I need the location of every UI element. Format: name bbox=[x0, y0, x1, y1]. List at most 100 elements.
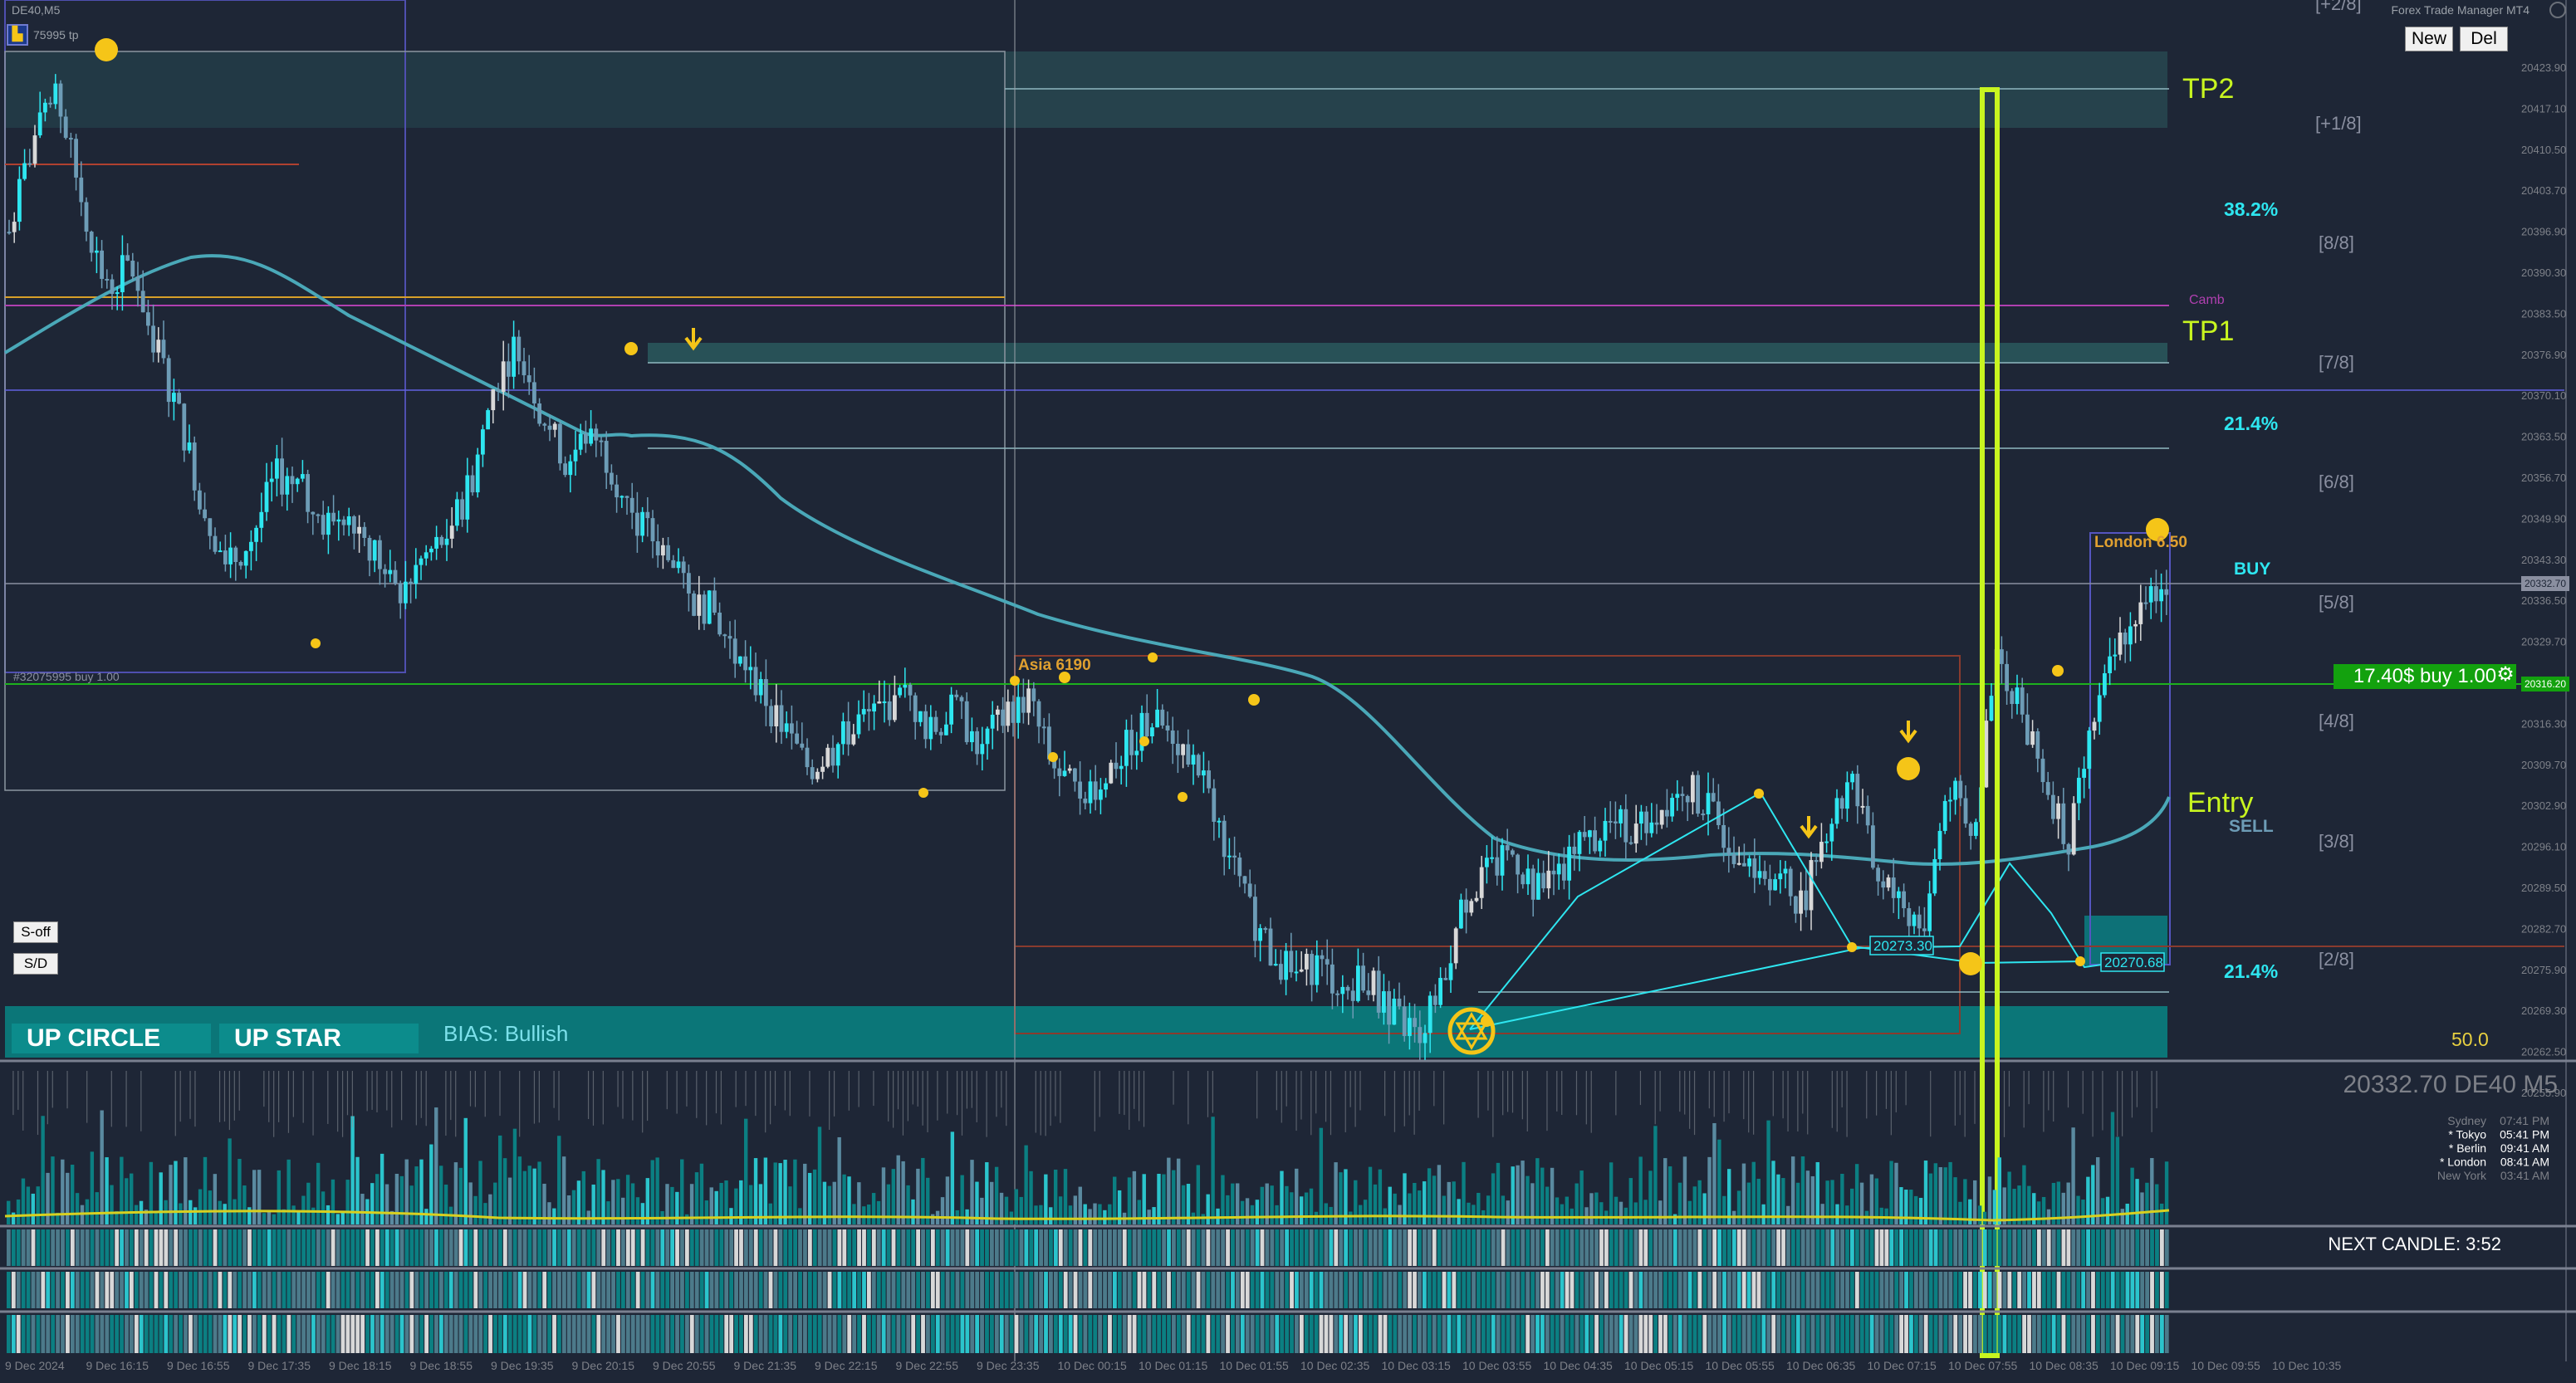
volume-bar bbox=[1270, 1185, 1274, 1224]
candle-body bbox=[2077, 777, 2081, 804]
candle-body bbox=[1438, 978, 1442, 1005]
heatmap-cell bbox=[1270, 1315, 1275, 1353]
heatmap-cell bbox=[1413, 1315, 1417, 1353]
s-d-button[interactable]: S/D bbox=[13, 953, 58, 975]
candle-body bbox=[1505, 845, 1510, 851]
volume-bar bbox=[1741, 1163, 1746, 1224]
volume-bar bbox=[1751, 1161, 1756, 1224]
heatmap-cell bbox=[1923, 1272, 1928, 1308]
heatmap-cell bbox=[1058, 1229, 1063, 1266]
volume-bar bbox=[748, 1185, 753, 1224]
heatmap-cell bbox=[1201, 1229, 1206, 1266]
candle-body bbox=[1397, 999, 1402, 1007]
candle-body bbox=[74, 139, 78, 178]
heatmap-cell bbox=[1751, 1315, 1756, 1353]
heatmap-cell bbox=[1472, 1272, 1476, 1308]
heatmap-cell bbox=[1918, 1315, 1923, 1353]
heatmap-cell bbox=[184, 1272, 188, 1308]
heatmap-cell bbox=[1063, 1229, 1068, 1266]
heatmap-cell bbox=[1682, 1272, 1687, 1308]
heatmap-cell bbox=[1049, 1272, 1053, 1308]
heatmap-cell bbox=[1481, 1229, 1486, 1266]
volume-bar bbox=[149, 1161, 154, 1224]
candle-body bbox=[1387, 991, 1391, 1025]
heatmap-cell bbox=[1736, 1315, 1741, 1353]
candle-body bbox=[336, 519, 341, 522]
volume-bar bbox=[238, 1159, 242, 1224]
heatmap-cell bbox=[566, 1315, 571, 1353]
heatmap-cell bbox=[1766, 1229, 1771, 1266]
candle-body bbox=[1305, 954, 1309, 970]
position-gear-icon[interactable]: ⚙ bbox=[2496, 662, 2515, 686]
candle-body bbox=[1443, 978, 1448, 980]
heatmap-cell bbox=[2164, 1272, 2169, 1308]
heatmap-cell bbox=[2022, 1272, 2026, 1308]
candle-body bbox=[22, 163, 27, 179]
heatmap-cell bbox=[115, 1315, 120, 1353]
s-off-button[interactable]: S-off bbox=[13, 921, 58, 943]
heatmap-cell bbox=[1226, 1315, 1230, 1353]
heatmap-cell bbox=[2017, 1229, 2022, 1266]
volume-bar bbox=[2012, 1189, 2016, 1224]
volume-bar bbox=[621, 1197, 625, 1224]
symbol-badge[interactable]: ▙ 75995 tp bbox=[7, 23, 98, 46]
heatmap-cell bbox=[891, 1272, 896, 1308]
heatmap-cell bbox=[1186, 1272, 1191, 1308]
candle-body bbox=[589, 428, 593, 444]
volume-bar bbox=[1422, 1181, 1427, 1224]
heatmap-cell bbox=[1511, 1272, 1516, 1308]
heatmap-cell bbox=[1467, 1229, 1472, 1266]
heatmap-cell bbox=[1722, 1229, 1726, 1266]
volume-bar bbox=[95, 1192, 99, 1224]
candle-body bbox=[259, 511, 264, 528]
candle-body bbox=[2118, 632, 2123, 655]
volume-bar bbox=[335, 1214, 340, 1224]
candle-body bbox=[758, 679, 763, 696]
heatmap-cell bbox=[581, 1272, 586, 1308]
heatmap-cell bbox=[1285, 1272, 1289, 1308]
heatmap-cell bbox=[975, 1229, 980, 1266]
heatmap-cell bbox=[552, 1272, 556, 1308]
heatmap-cell bbox=[645, 1229, 650, 1266]
candle-body bbox=[898, 687, 902, 696]
new-button[interactable]: New bbox=[2405, 27, 2453, 51]
candle-body bbox=[846, 721, 850, 745]
heatmap-cell bbox=[935, 1315, 940, 1353]
heatmap-cell bbox=[1682, 1315, 1687, 1353]
volume-bar bbox=[980, 1197, 984, 1224]
heatmap-cell bbox=[1565, 1315, 1570, 1353]
position-label[interactable]: 17.40$ buy 1.00 bbox=[2334, 664, 2516, 689]
heatmap-cell bbox=[1049, 1315, 1053, 1353]
heatmap-cell bbox=[1009, 1315, 1014, 1353]
candle-body bbox=[135, 276, 140, 291]
candle-body bbox=[285, 476, 290, 495]
volume-bar bbox=[896, 1155, 900, 1224]
time-axis-label: 10 Dec 01:15 bbox=[1139, 1359, 1207, 1372]
candle-body bbox=[1176, 744, 1180, 755]
heatmap-cell bbox=[154, 1272, 159, 1308]
volume-bar bbox=[926, 1177, 930, 1224]
volume-bar bbox=[1869, 1174, 1874, 1224]
candle-body bbox=[1345, 986, 1350, 991]
heatmap-cell bbox=[2071, 1272, 2076, 1308]
heatmap-cell bbox=[561, 1272, 566, 1308]
volume-bar bbox=[1226, 1195, 1230, 1224]
candle-body bbox=[218, 550, 223, 553]
candle-body bbox=[980, 744, 985, 755]
heatmap-cell bbox=[709, 1272, 714, 1308]
heatmap-cell bbox=[1736, 1229, 1741, 1266]
heatmap-cell bbox=[1692, 1229, 1697, 1266]
candle-body bbox=[1696, 775, 1700, 814]
heatmap-cell bbox=[267, 1272, 272, 1308]
del-button[interactable]: Del bbox=[2460, 27, 2508, 51]
heatmap-cell bbox=[2036, 1272, 2041, 1308]
candle-body bbox=[856, 714, 861, 735]
volume-bar bbox=[1692, 1186, 1697, 1224]
pivot-dot bbox=[1959, 952, 1982, 975]
heatmap-cell bbox=[31, 1229, 36, 1266]
heatmap-cell bbox=[975, 1272, 980, 1308]
manager-settings-icon[interactable] bbox=[2549, 2, 2566, 18]
heatmap-cell bbox=[911, 1272, 916, 1308]
heatmap-cell bbox=[1781, 1229, 1785, 1266]
